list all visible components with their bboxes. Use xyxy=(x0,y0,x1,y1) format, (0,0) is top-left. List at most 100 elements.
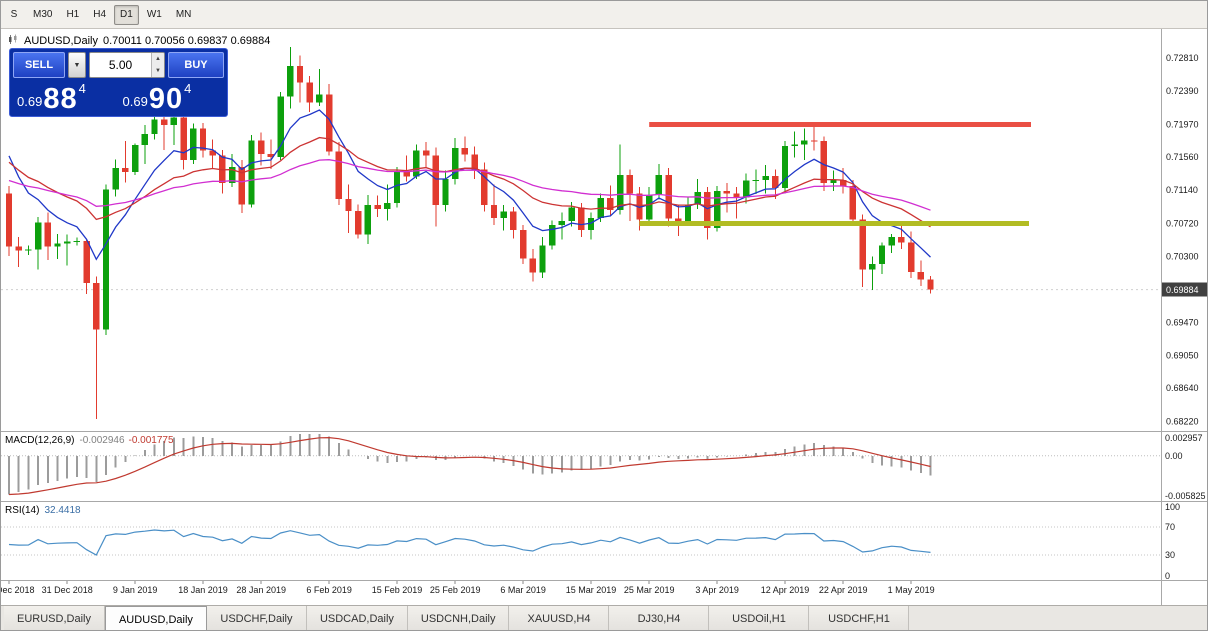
candle-body xyxy=(539,245,546,273)
volume-stepper: ▲ ▼ xyxy=(151,53,164,77)
candle-body xyxy=(578,207,585,230)
candle-body xyxy=(587,217,595,230)
candle-body xyxy=(93,282,100,330)
timeframe-button-m30[interactable]: M30 xyxy=(33,9,53,20)
rsi-axis-label: 70 xyxy=(1165,522,1175,532)
candle-body xyxy=(762,175,769,180)
candle-body xyxy=(325,94,333,152)
candle-body xyxy=(616,175,624,210)
candle-body xyxy=(15,246,22,251)
candle-body xyxy=(772,175,779,188)
candle-body xyxy=(694,191,701,205)
price-axis-label: 0.68640 xyxy=(1166,383,1199,393)
rsi-axis-label: 100 xyxy=(1165,502,1180,512)
candle-body xyxy=(626,175,633,194)
buy-price[interactable]: 0.69 90 4 xyxy=(119,80,225,114)
candle-body xyxy=(558,221,566,226)
date-axis-label: 25 Feb 2019 xyxy=(430,585,481,595)
candle-body xyxy=(675,218,682,222)
volume-input[interactable] xyxy=(90,53,151,77)
candle-body xyxy=(190,128,197,161)
date-axis-label: 25 Mar 2019 xyxy=(624,585,675,595)
buy-price-pipette: 4 xyxy=(184,81,192,96)
candle-body xyxy=(384,202,391,210)
price-axis-label: 0.71140 xyxy=(1166,185,1198,195)
date-axis-label: 1 May 2019 xyxy=(888,585,935,595)
candle-body xyxy=(820,141,827,184)
ma-line-medium xyxy=(8,136,931,228)
candle-body xyxy=(393,171,401,203)
timeframe-button-mn[interactable]: MN xyxy=(175,9,192,20)
candle-body xyxy=(44,222,51,247)
candle-body xyxy=(422,150,430,156)
candle-body xyxy=(510,211,517,230)
candle-body xyxy=(859,219,866,270)
chart-tab-usdchf-daily[interactable]: USDCHF,Daily xyxy=(206,606,307,630)
chart-tab-usdcnh-daily[interactable]: USDCNH,Daily xyxy=(407,606,510,630)
price-axis-label: 0.70720 xyxy=(1166,219,1199,229)
trade-controls-row: SELL ▼ ▲ ▼ BUY xyxy=(13,52,224,78)
chart-tab-xauusd-h4[interactable]: XAUUSD,H4 xyxy=(509,606,610,630)
candle-body xyxy=(199,128,207,151)
timeframe-button-d1[interactable]: D1 xyxy=(114,4,139,25)
timeframe-button-h1[interactable]: H1 xyxy=(66,9,80,20)
candle-body xyxy=(131,145,139,172)
chart-tab-usdoil-h1[interactable]: USDOil,H1 xyxy=(709,606,810,630)
date-axis-label: 22 Apr 2019 xyxy=(819,585,868,595)
candle-body xyxy=(54,243,61,247)
sell-price-prefix: 0.69 xyxy=(17,94,43,109)
sell-price-pipette: 4 xyxy=(78,81,86,96)
candle-body xyxy=(481,169,488,206)
volume-preset-dropdown[interactable]: ▼ xyxy=(68,52,86,78)
chart-tab-audusd-daily[interactable]: AUDUSD,Daily xyxy=(104,606,207,630)
candle-body xyxy=(743,180,750,198)
sell-button[interactable]: SELL xyxy=(13,52,65,78)
candle-body xyxy=(306,82,313,103)
volume-up-arrow-icon[interactable]: ▲ xyxy=(155,56,161,62)
date-axis-label: 12 Apr 2019 xyxy=(761,585,810,595)
chart-tab-eurusd-daily[interactable]: EURUSD,Daily xyxy=(4,606,105,630)
candle-body xyxy=(258,140,265,154)
chart-tab-usdchf-h1[interactable]: USDCHF,H1 xyxy=(809,606,910,630)
timeframe-button-h4[interactable]: H4 xyxy=(93,9,107,20)
rsi-value: 32.4418 xyxy=(44,505,81,516)
candle-body xyxy=(461,148,469,155)
candle-body xyxy=(122,168,129,172)
chart-tab-usdcad-daily[interactable]: USDCAD,Daily xyxy=(306,606,408,630)
buy-price-prefix: 0.69 xyxy=(122,94,148,109)
candle-body xyxy=(869,263,876,270)
timeframe-button-s[interactable]: S xyxy=(10,9,18,20)
candle-body xyxy=(73,240,81,242)
date-axis-label: 6 Feb 2019 xyxy=(306,585,352,595)
candle-body xyxy=(810,140,818,142)
buy-button[interactable]: BUY xyxy=(168,52,224,78)
candle-body xyxy=(665,175,672,219)
chart-ohlc-values: 0.70011 0.70056 0.69837 0.69884 xyxy=(102,35,271,47)
chart-ohlc-header: AUDUSD,Daily 0.70011 0.70056 0.69837 0.6… xyxy=(8,34,270,48)
macd-value-signal: -0.001775 xyxy=(128,435,174,446)
macd-axis-label: 0.002957 xyxy=(1165,433,1203,443)
price-axis-label: 0.70300 xyxy=(1166,252,1199,262)
candle-body xyxy=(238,167,245,205)
sell-price[interactable]: 0.69 88 4 xyxy=(13,80,119,114)
macd-label: MACD(12,26,9) xyxy=(5,435,75,446)
candle-body xyxy=(655,175,663,195)
candle-body xyxy=(151,119,158,134)
candle-body xyxy=(296,65,304,83)
price-axis-label: 0.69050 xyxy=(1166,351,1199,361)
one-click-trading-panel: SELL ▼ ▲ ▼ BUY 0.69 88 4 0.69 90 xyxy=(9,48,228,117)
current-price-badge xyxy=(1162,282,1207,297)
macd-axis-label: -0.005825 xyxy=(1165,491,1206,501)
candle-body xyxy=(529,258,536,273)
rsi-line xyxy=(8,529,931,556)
price-axis-label: 0.68220 xyxy=(1166,417,1199,427)
candle-body xyxy=(752,179,760,181)
candle-body xyxy=(316,94,323,103)
timeframe-button-w1[interactable]: W1 xyxy=(146,9,162,20)
candle-body xyxy=(345,198,352,211)
candle-body xyxy=(791,144,798,146)
volume-down-arrow-icon[interactable]: ▼ xyxy=(155,68,161,74)
date-axis-label: 6 Mar 2019 xyxy=(500,585,546,595)
chart-tab-dj30-h4[interactable]: DJ30,H4 xyxy=(609,606,710,630)
